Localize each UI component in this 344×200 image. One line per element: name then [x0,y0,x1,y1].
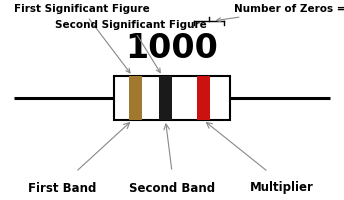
Text: 1000: 1000 [126,31,218,64]
Bar [197,76,210,120]
Bar [159,76,172,120]
Text: Multiplier: Multiplier [250,182,314,194]
Bar [129,76,142,120]
Text: First Band: First Band [28,182,96,194]
Text: Number of Zeros = 2: Number of Zeros = 2 [217,4,344,22]
Text: Second Band: Second Band [129,182,215,194]
Bar [114,76,230,120]
Text: First Significant Figure: First Significant Figure [14,4,150,73]
Text: Second Significant Figure: Second Significant Figure [55,20,207,73]
